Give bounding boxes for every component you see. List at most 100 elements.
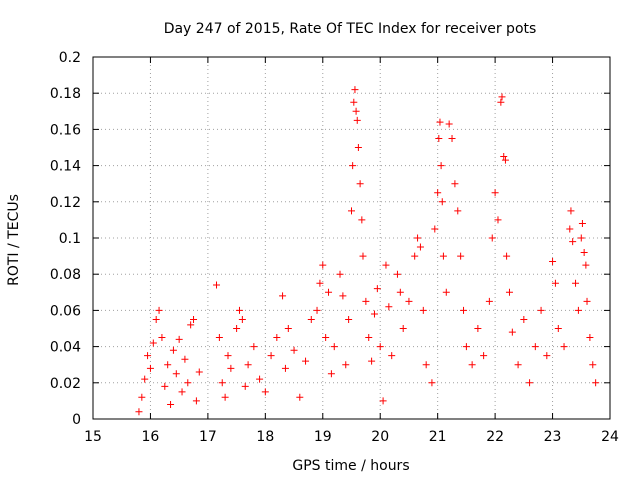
data-point: [491, 189, 499, 197]
data-point: [416, 243, 424, 251]
data-point: [428, 379, 436, 387]
data-point: [235, 306, 243, 314]
data-point: [158, 334, 166, 342]
data-point: [405, 297, 413, 305]
data-point: [175, 335, 183, 343]
data-point: [221, 393, 229, 401]
data-point: [279, 292, 287, 300]
data-point: [505, 288, 513, 296]
x-tick-label: 23: [544, 429, 562, 445]
x-tick-label: 24: [601, 429, 619, 445]
data-point: [589, 361, 597, 369]
data-point: [514, 361, 522, 369]
data-point: [385, 303, 393, 311]
data-point: [431, 225, 439, 233]
x-axis: 15 16 17 18 19 20 21 22 23 24: [84, 57, 619, 445]
data-point: [213, 281, 221, 289]
data-point: [307, 315, 315, 323]
data-point: [388, 352, 396, 360]
data-point: [435, 134, 443, 142]
data-point: [359, 252, 367, 260]
data-point: [187, 321, 195, 329]
data-point: [574, 306, 582, 314]
data-point: [146, 364, 154, 372]
data-point: [138, 393, 146, 401]
data-point: [592, 379, 600, 387]
data-point: [284, 325, 292, 332]
data-point: [411, 252, 419, 260]
data-point: [155, 306, 163, 314]
data-point: [382, 261, 390, 269]
y-axis: 0 0.02 0.04 0.06 0.08 0.1 0.12 0.14 0.16 0.18 0.2: [50, 50, 610, 428]
x-axis-label: GPS time / hours: [292, 458, 409, 474]
data-point: [353, 116, 361, 124]
data-point: [190, 315, 198, 323]
data-point: [336, 270, 344, 278]
data-point: [508, 328, 516, 336]
data-point: [419, 306, 427, 314]
data-point: [339, 292, 347, 300]
data-point: [526, 379, 534, 387]
data-point: [468, 361, 476, 369]
data-point: [349, 162, 357, 170]
data-point: [218, 379, 226, 387]
y-tick-label: 0.14: [50, 159, 81, 175]
data-point: [169, 346, 177, 354]
data-point: [296, 393, 304, 401]
data-point: [438, 198, 446, 206]
data-point: [319, 261, 327, 269]
data-point: [580, 248, 588, 256]
data-point: [373, 285, 381, 293]
data-point: [267, 352, 275, 360]
data-point: [356, 180, 364, 188]
y-tick-label: 0.06: [50, 303, 81, 319]
data-point: [302, 357, 310, 365]
data-point: [167, 401, 175, 409]
data-point: [365, 334, 373, 342]
data-point: [560, 343, 568, 351]
x-tick-label: 17: [199, 429, 217, 445]
data-point: [348, 207, 355, 215]
data-point: [436, 118, 444, 126]
data-point: [241, 382, 249, 390]
data-point: [434, 189, 442, 197]
data-point: [144, 352, 152, 360]
data-point: [178, 388, 186, 396]
data-point: [152, 315, 160, 323]
data-point: [520, 315, 528, 323]
data-point: [442, 288, 450, 296]
data-point: [181, 355, 189, 363]
data-point: [498, 93, 506, 101]
x-tick-label: 21: [429, 429, 447, 445]
data-point: [316, 279, 324, 287]
data-point: [233, 325, 241, 332]
data-point: [273, 334, 281, 342]
data-point: [399, 325, 407, 332]
data-point: [238, 315, 246, 323]
data-point: [342, 361, 350, 369]
x-tick-label: 20: [371, 429, 389, 445]
data-point: [448, 134, 456, 142]
data-point: [497, 98, 505, 106]
data-point: [172, 370, 180, 378]
data-point: [352, 107, 360, 115]
data-point: [244, 361, 252, 369]
data-point: [192, 397, 200, 405]
y-tick-label: 0.12: [50, 195, 81, 211]
data-point: [460, 306, 468, 314]
x-tick-label: 22: [486, 429, 504, 445]
y-tick-label: 0.04: [50, 340, 81, 356]
data-point: [330, 343, 338, 351]
y-tick-label: 0.2: [59, 50, 81, 66]
x-tick-label: 19: [314, 429, 332, 445]
data-point: [494, 216, 502, 224]
data-point: [488, 234, 496, 242]
x-tick-label: 16: [142, 429, 160, 445]
y-tick-label: 0.16: [50, 122, 81, 138]
data-point: [396, 288, 404, 296]
data-point: [582, 261, 590, 269]
data-point: [543, 352, 551, 360]
y-tick-label: 0.18: [50, 86, 81, 102]
data-point: [351, 86, 359, 94]
data-point: [261, 388, 269, 396]
